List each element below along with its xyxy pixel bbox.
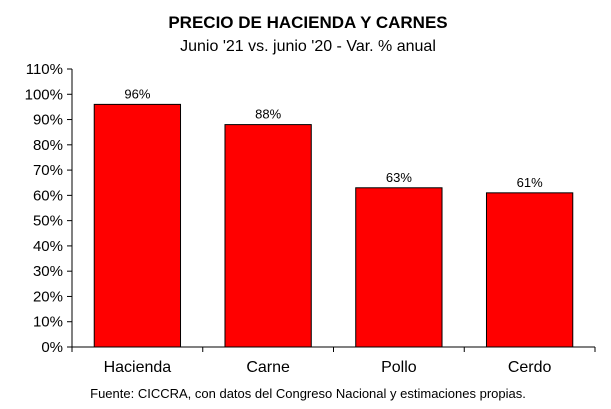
bar xyxy=(93,103,182,348)
x-tick-label: Hacienda xyxy=(104,359,172,376)
x-axis-labels: Hacienda Carne Pollo Cerdo xyxy=(71,347,596,376)
y-tick-label: 90% xyxy=(33,112,63,129)
y-tick-label: 30% xyxy=(33,263,63,280)
data-labels: 96% 88% 63% 61% xyxy=(124,86,543,189)
chart-subtitle: Junio '21 vs. junio '20 - Var. % anual xyxy=(180,38,436,55)
bar xyxy=(485,192,574,348)
x-tick-label: Pollo xyxy=(381,359,417,376)
y-tick-label: 70% xyxy=(33,162,63,179)
data-label: 61% xyxy=(517,175,543,190)
bar xyxy=(224,124,312,348)
bar xyxy=(355,187,443,348)
y-axis-ticks: 0% 10% 20% 30% 40% 50% 60% 70% 80% 90% 100% 110% xyxy=(25,61,72,356)
y-tick-label: 40% xyxy=(33,238,63,255)
x-tick-label: Carne xyxy=(246,359,290,376)
y-tick-label: 50% xyxy=(33,213,63,230)
data-label: 63% xyxy=(386,170,412,185)
y-tick-label: 60% xyxy=(33,187,63,204)
data-label: 88% xyxy=(255,107,281,122)
y-tick-label: 100% xyxy=(25,86,63,103)
bars xyxy=(93,103,574,348)
x-tick-label: Cerdo xyxy=(508,359,552,376)
y-tick-label: 20% xyxy=(33,288,63,305)
y-tick-label: 10% xyxy=(33,314,63,331)
y-tick-label: 110% xyxy=(26,61,63,78)
data-label: 96% xyxy=(124,86,150,101)
source-note: Fuente: CICCRA, con datos del Congreso N… xyxy=(90,386,526,401)
y-tick-label: 0% xyxy=(41,339,63,356)
chart-title: PRECIO DE HACIENDA Y CARNES xyxy=(168,13,447,32)
y-tick-label: 80% xyxy=(33,137,63,154)
